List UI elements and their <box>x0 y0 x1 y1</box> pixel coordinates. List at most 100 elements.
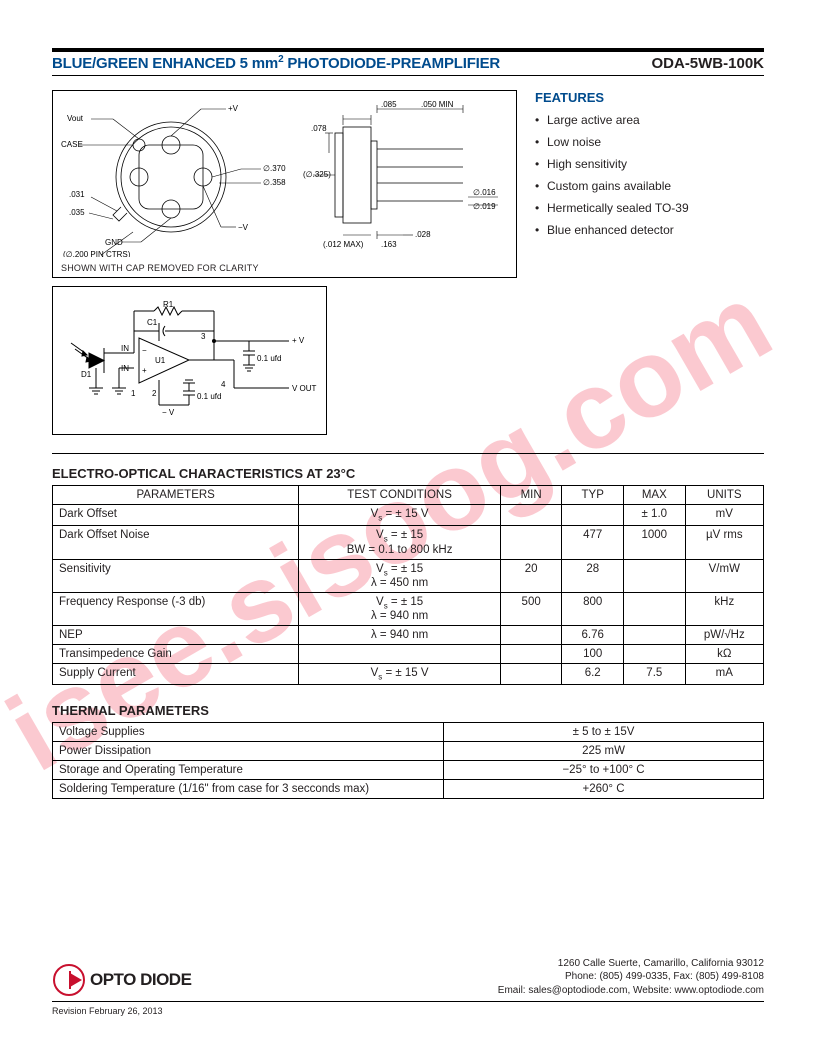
circuit-schematic: R1 C1 D1 U1 IN IN − + 0.1 ufd 0.1 ufd + … <box>59 293 319 423</box>
dim-pin-dia-2: ∅.019 <box>473 202 496 211</box>
dim-pin-ctrs: (∅.200 PIN CTRS) <box>63 250 131 257</box>
circuit-in-1: IN <box>121 344 129 353</box>
cell-units: kΩ <box>685 645 763 664</box>
cell-units: µV rms <box>685 526 763 559</box>
circuit-vout: V OUT <box>292 384 317 393</box>
footer-phone: Phone: (805) 499-0335, Fax: (805) 499-81… <box>498 970 764 984</box>
feature-item: Large active area <box>535 113 764 127</box>
cell-thermal-param: Power Dissipation <box>53 742 444 761</box>
circuit-u1: U1 <box>155 356 166 365</box>
col-param: PARAMETERS <box>53 486 299 505</box>
feature-item: High sensitivity <box>535 157 764 171</box>
pin-label-minus-v: −V <box>238 223 249 232</box>
mechanical-side-view: .085 .050 MIN .078 (∅.325) ∅.016 ∅.019 .… <box>303 97 508 257</box>
diagram-caption: SHOWN WITH CAP REMOVED FOR CLARITY <box>61 263 508 273</box>
cell-max: ± 1.0 <box>624 505 686 526</box>
cell-max: 7.5 <box>624 664 686 685</box>
cell-units: kHz <box>685 592 763 625</box>
circuit-r1: R1 <box>163 300 174 309</box>
cell-typ: 6.2 <box>562 664 624 685</box>
cell-max <box>624 592 686 625</box>
cell-param: Transimpedence Gain <box>53 645 299 664</box>
cell-typ: 28 <box>562 559 624 592</box>
cell-cond: Vs = ± 15BW = 0.1 to 800 kHz <box>299 526 501 559</box>
cell-min <box>500 645 562 664</box>
table-row: Soldering Temperature (1/16" from case f… <box>53 780 764 799</box>
dim-side-top-1: .085 <box>381 100 397 109</box>
footer-email: Email: sales@optodiode.com, Website: www… <box>498 984 764 998</box>
cell-thermal-value: +260° C <box>444 780 764 799</box>
table-row: Power Dissipation225 mW <box>53 742 764 761</box>
features-section: FEATURES Large active area Low noise Hig… <box>535 90 764 435</box>
cell-units: mA <box>685 664 763 685</box>
cell-cond: Vs = ± 15λ = 450 nm <box>299 559 501 592</box>
table-row: Dark OffsetVs = ± 15 V ± 1.0mV <box>53 505 764 526</box>
features-list: Large active area Low noise High sensiti… <box>535 113 764 237</box>
company-logo: OPTO DIODE <box>52 963 191 997</box>
cell-cond: Vs = ± 15 V <box>299 505 501 526</box>
cell-thermal-param: Storage and Operating Temperature <box>53 761 444 780</box>
col-units: UNITS <box>685 486 763 505</box>
pin-label-case: CASE <box>61 140 83 149</box>
pin-label-vout: Vout <box>67 114 84 123</box>
features-heading: FEATURES <box>535 90 764 105</box>
circuit-minus-v: − V <box>162 408 175 417</box>
cell-param: Supply Current <box>53 664 299 685</box>
electro-heading: ELECTRO-OPTICAL CHARACTERISTICS AT 23°C <box>52 466 764 481</box>
table-row: Supply CurrentVs = ± 15 V6.27.5mA <box>53 664 764 685</box>
cell-param: Dark Offset <box>53 505 299 526</box>
cell-units: V/mW <box>685 559 763 592</box>
cell-max <box>624 626 686 645</box>
feature-item: Custom gains available <box>535 179 764 193</box>
cell-param: Frequency Response (-3 db) <box>53 592 299 625</box>
footer-contact: 1260 Calle Suerte, Camarillo, California… <box>498 957 764 998</box>
dim-inner-dia: ∅.358 <box>263 178 286 187</box>
mechanical-top-view: +V Vout CASE ∅.370 ∅.358 GND −V .031 .03… <box>61 97 291 257</box>
col-min: MIN <box>500 486 562 505</box>
cell-param: Sensitivity <box>53 559 299 592</box>
logo-text: OPTO DIODE <box>90 970 191 990</box>
table-row: Frequency Response (-3 db)Vs = ± 15λ = 9… <box>53 592 764 625</box>
col-cond: TEST CONDITIONS <box>299 486 501 505</box>
feature-item: Hermetically sealed TO-39 <box>535 201 764 215</box>
pin-1: 1 <box>131 389 136 398</box>
cell-cond: λ = 940 nm <box>299 626 501 645</box>
cell-cond <box>299 645 501 664</box>
cell-units: pW/√Hz <box>685 626 763 645</box>
electro-table: PARAMETERS TEST CONDITIONS MIN TYP MAX U… <box>52 485 764 685</box>
cell-min <box>500 505 562 526</box>
part-number: ODA-5WB-100K <box>651 55 764 72</box>
feature-item: Low noise <box>535 135 764 149</box>
circuit-in-2: IN <box>121 364 129 373</box>
cell-typ: 800 <box>562 592 624 625</box>
table-row: Dark Offset NoiseVs = ± 15BW = 0.1 to 80… <box>53 526 764 559</box>
circuit-cap-val-2: 0.1 ufd <box>197 392 221 401</box>
cell-min: 20 <box>500 559 562 592</box>
dim-side-h: .078 <box>311 124 327 133</box>
dim-pin-gap: .028 <box>415 230 431 239</box>
circuit-d1: D1 <box>81 370 92 379</box>
table-row: NEPλ = 940 nm6.76pW/√Hz <box>53 626 764 645</box>
pin-label-plus-v: +V <box>228 104 239 113</box>
dim-side-top-2: .050 MIN <box>421 100 454 109</box>
cell-thermal-param: Soldering Temperature (1/16" from case f… <box>53 780 444 799</box>
cell-units: mV <box>685 505 763 526</box>
cell-max <box>624 645 686 664</box>
dim-pin-dia-1: ∅.016 <box>473 188 496 197</box>
revision-date: Revision February 26, 2013 <box>52 1006 764 1016</box>
table-row: Voltage Supplies± 5 to ± 15V <box>53 723 764 742</box>
dim-outer-dia: ∅.370 <box>263 164 286 173</box>
cell-thermal-value: ± 5 to ± 15V <box>444 723 764 742</box>
logo-icon <box>52 963 86 997</box>
opamp-minus: − <box>142 346 147 355</box>
dim-notch-2: .035 <box>69 208 85 217</box>
thermal-heading: THERMAL PARAMETERS <box>52 703 764 718</box>
cell-thermal-param: Voltage Supplies <box>53 723 444 742</box>
pin-4: 4 <box>221 380 226 389</box>
cell-min <box>500 626 562 645</box>
cell-param: NEP <box>53 626 299 645</box>
title-prefix: BLUE/GREEN ENHANCED 5 mm <box>52 55 278 72</box>
table-row: Transimpedence Gain 100 kΩ <box>53 645 764 664</box>
cell-typ: 100 <box>562 645 624 664</box>
page-footer: OPTO DIODE 1260 Calle Suerte, Camarillo,… <box>52 957 764 1017</box>
